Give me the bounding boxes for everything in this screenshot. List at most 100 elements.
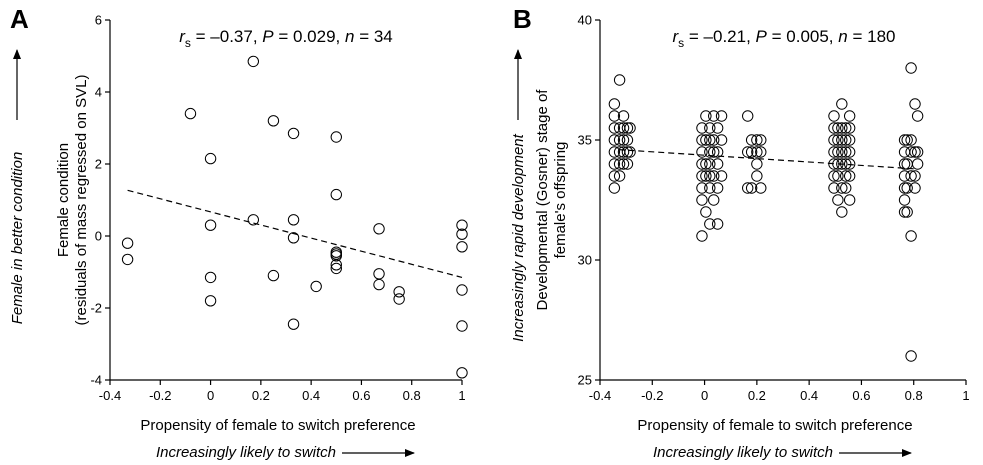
data-point (843, 170, 856, 182)
data-point (832, 122, 844, 134)
data-point (704, 146, 716, 158)
x-tick-label: 1 (458, 388, 465, 403)
panel-a: -0.4 -0.2 0 0.2 0.4 0.6 0.8 1 -4 -2 0 2 4 6 Ars = –0.3… (9, 4, 468, 461)
data-point (608, 122, 621, 134)
data-point (905, 146, 917, 158)
data-point (608, 134, 621, 146)
data-point (608, 170, 621, 182)
data-point (755, 146, 767, 158)
data-point (755, 182, 767, 194)
data-point (204, 271, 217, 284)
data-point (624, 146, 636, 158)
data-point (373, 223, 385, 235)
data-point (901, 158, 913, 170)
data-point (751, 170, 763, 182)
data-point (704, 182, 716, 194)
data-point (621, 146, 634, 158)
y-arrow-label: Increasingly rapid development (510, 133, 527, 341)
data-point (843, 158, 856, 170)
data-point (836, 158, 848, 170)
data-point (287, 127, 300, 140)
data-point (708, 146, 720, 158)
data-point (204, 219, 217, 231)
data-point (898, 134, 911, 146)
data-point (843, 194, 856, 206)
stat-text: rs = –0.21, P = 0.005, n = 180 (673, 27, 896, 50)
data-point (836, 134, 848, 146)
data-point (700, 170, 712, 182)
data-point (700, 110, 712, 122)
y-axis-label: Developmental (Gosner) stage of (534, 89, 551, 311)
data-point (330, 188, 342, 201)
data-point (840, 134, 852, 146)
data-point (742, 110, 754, 122)
data-point (843, 122, 856, 134)
data-point (287, 214, 300, 226)
y-tick-label: 30 (578, 253, 592, 268)
x-axis-label: Propensity of female to switch preferenc… (140, 417, 415, 434)
data-point (836, 206, 848, 218)
y-tick-label: -2 (90, 301, 102, 316)
data-point (624, 122, 636, 134)
data-point (843, 146, 856, 158)
data-point (456, 320, 468, 332)
data-point (898, 158, 911, 170)
data-point (715, 170, 728, 182)
y-arrow-label: Female in better condition (9, 152, 26, 325)
data-point (696, 158, 708, 170)
data-point (456, 219, 468, 231)
x-tick-label: -0.4 (99, 388, 121, 403)
data-point (905, 62, 917, 74)
x-tick-label: -0.4 (589, 388, 611, 403)
data-point (832, 158, 844, 170)
data-point (617, 134, 630, 146)
x-tick-label: 0.8 (905, 388, 923, 403)
x-tick-label: 0 (701, 388, 708, 403)
y-axis-label: (residuals of mass regressed on SVL) (73, 75, 90, 326)
x-tick-label: 0.2 (252, 388, 270, 403)
data-point (745, 146, 758, 158)
data-point (373, 278, 385, 291)
data-point (621, 158, 634, 170)
data-point (121, 237, 134, 249)
x-tick-label: 0.4 (302, 388, 320, 403)
x-arrow-label: Increasingly likely to switch (156, 444, 336, 461)
data-point (696, 146, 708, 158)
data-point (840, 146, 852, 158)
data-point (700, 134, 712, 146)
data-point (287, 318, 300, 330)
data-point (617, 110, 630, 122)
data-point (613, 134, 626, 146)
y-tick-label: 6 (95, 13, 102, 28)
data-point (617, 158, 630, 170)
data-point (608, 158, 621, 170)
data-point (836, 98, 848, 110)
x-tick-label: 0.6 (352, 388, 370, 403)
y-tick-label: 25 (578, 373, 592, 388)
data-point (121, 253, 134, 266)
data-point (267, 269, 280, 282)
data-point (456, 367, 468, 379)
x-axis-label: Propensity of female to switch preferenc… (637, 417, 912, 434)
data-point (267, 115, 280, 127)
data-point (898, 206, 911, 218)
data-point (836, 182, 848, 194)
data-point (898, 146, 911, 158)
data-point (708, 194, 720, 206)
data-point (898, 194, 911, 206)
data-point (843, 110, 856, 122)
panel-letter: B (513, 4, 532, 34)
data-point (905, 350, 917, 362)
y-axis-label: Female condition (55, 143, 72, 257)
data-point (840, 170, 852, 182)
data-point (456, 228, 468, 240)
panel-letter: A (10, 4, 29, 34)
data-point (330, 131, 342, 143)
data-point (247, 214, 260, 226)
data-point (745, 134, 758, 146)
data-point (911, 110, 924, 122)
data-point (711, 122, 724, 134)
data-point (704, 134, 716, 146)
data-point (613, 158, 626, 170)
data-point (828, 122, 840, 134)
